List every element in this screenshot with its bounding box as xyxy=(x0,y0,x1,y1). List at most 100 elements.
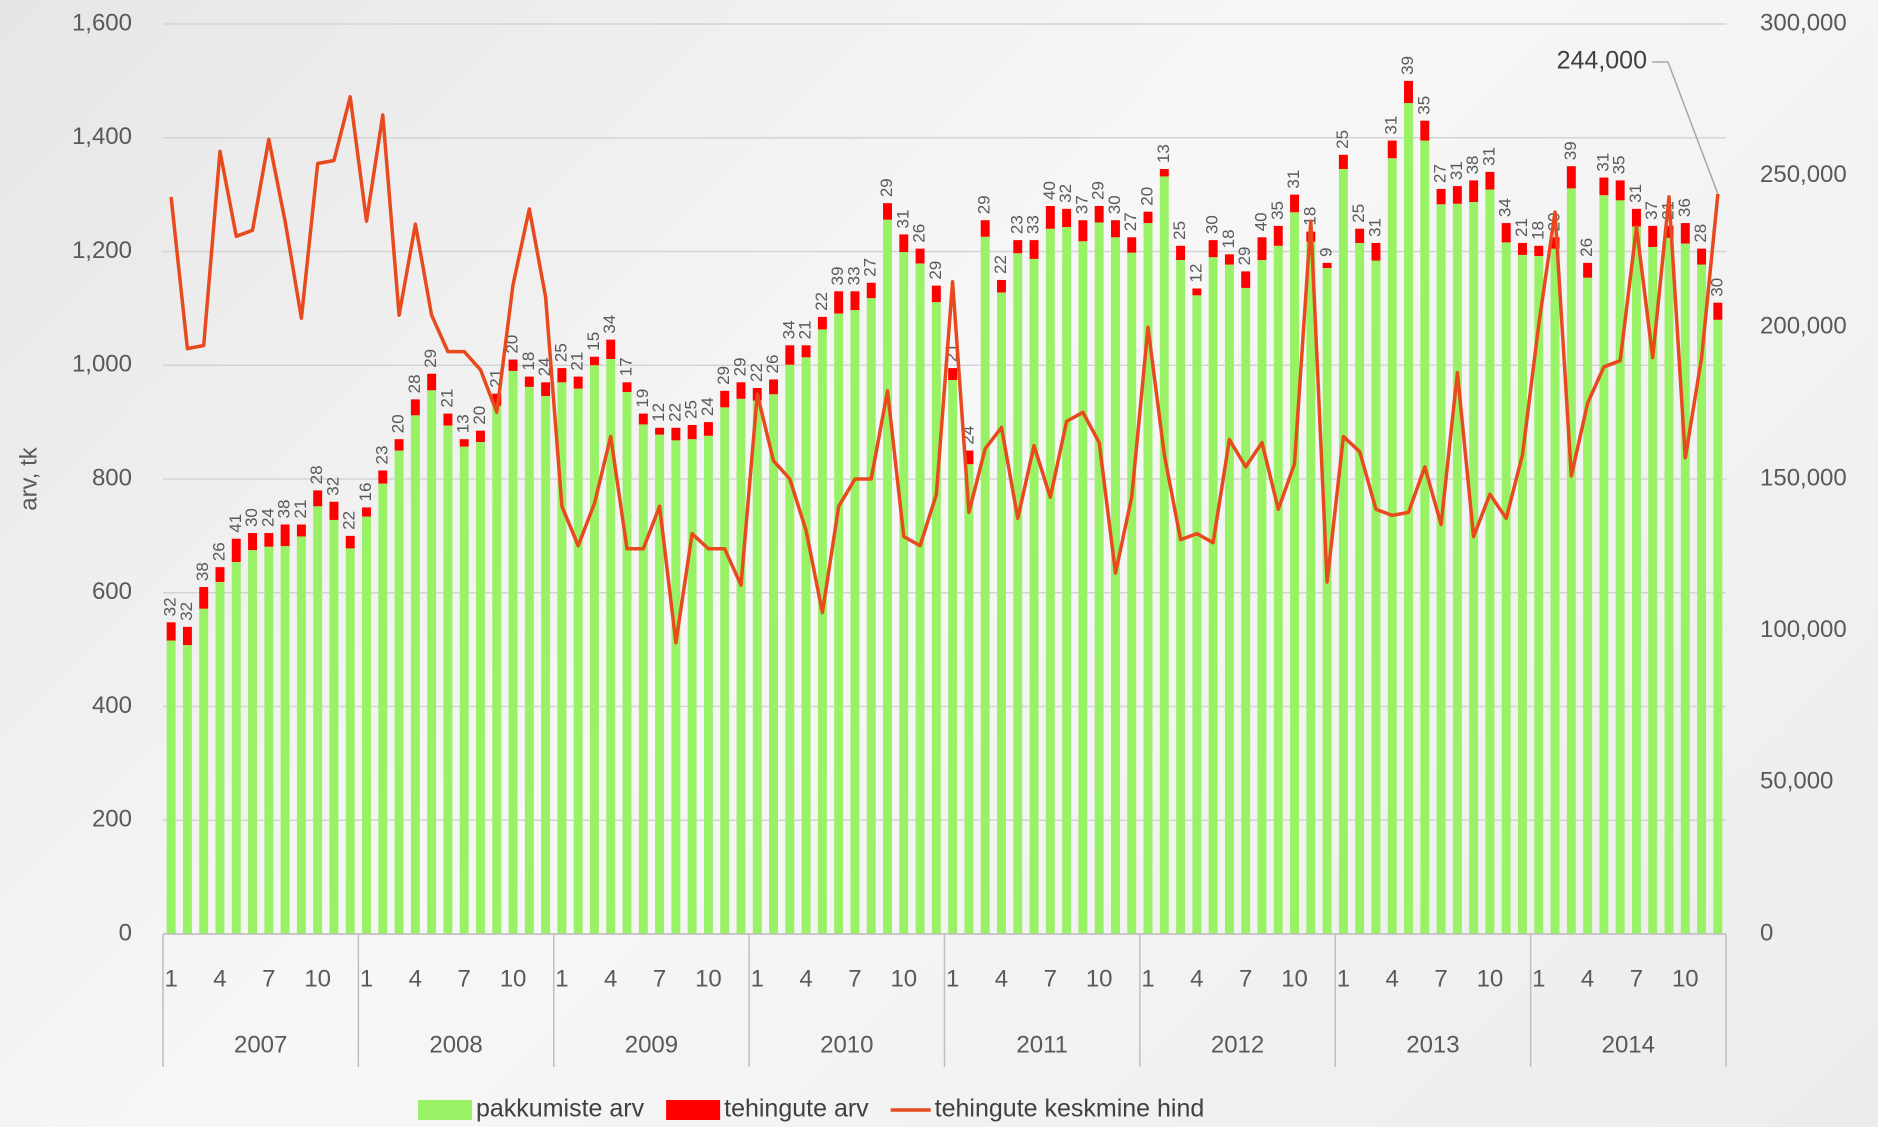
bar-segment xyxy=(1550,237,1560,249)
x-tick-label: 1 xyxy=(1337,965,1350,992)
bar-segment xyxy=(394,450,404,934)
bar-segment xyxy=(606,358,616,934)
x-tick-label: 4 xyxy=(604,965,617,992)
data-label: 28 xyxy=(405,374,424,393)
x-tick-label: 10 xyxy=(695,965,722,992)
bar-segment xyxy=(443,425,453,934)
x-tick-label: 1 xyxy=(946,965,959,992)
bar-segment xyxy=(313,490,323,507)
bar-segment xyxy=(231,538,241,563)
bar-segment xyxy=(1713,302,1723,320)
bar-segment xyxy=(329,501,339,520)
bar-segment xyxy=(557,382,567,934)
data-label: 31 xyxy=(1382,116,1401,135)
bar-segment xyxy=(1615,180,1625,201)
data-label: 18 xyxy=(1300,207,1319,226)
bar-segment xyxy=(1338,154,1348,170)
bar-segment xyxy=(703,422,713,436)
x-tick-label: 4 xyxy=(213,965,226,992)
bar-segment xyxy=(899,234,909,253)
bar-segment xyxy=(1355,228,1365,243)
bar-segment xyxy=(1029,258,1039,934)
data-label: 25 xyxy=(1333,130,1352,149)
y-tick-label: 1,600 xyxy=(72,9,132,36)
x-tick-label: 7 xyxy=(1044,965,1057,992)
bar-segment xyxy=(362,507,371,517)
bar-segment xyxy=(687,439,697,934)
data-label: 41 xyxy=(226,514,245,533)
bar-segment xyxy=(1176,245,1186,261)
bar-segment xyxy=(980,220,990,237)
data-label: 21 xyxy=(796,320,815,339)
data-label: 13 xyxy=(454,414,473,433)
data-label: 35 xyxy=(1414,96,1433,115)
bar-segment xyxy=(931,285,941,303)
bar-segment xyxy=(622,391,632,934)
bar-segment xyxy=(1094,222,1104,934)
data-label: 21 xyxy=(291,500,310,519)
data-label: 37 xyxy=(1072,195,1091,214)
bar-segment xyxy=(541,395,551,934)
data-label: 20 xyxy=(470,406,489,425)
bar-segment xyxy=(1452,186,1462,204)
data-label: 22 xyxy=(747,363,766,382)
data-label: 39 xyxy=(828,266,847,285)
x-tick-label: 1 xyxy=(360,965,373,992)
data-label: 29 xyxy=(714,366,733,385)
data-label: 18 xyxy=(1528,221,1547,240)
data-label: 30 xyxy=(1707,278,1726,297)
bar-segment xyxy=(1566,166,1576,189)
y-tick-label: 800 xyxy=(92,464,132,491)
x-tick-label: 1 xyxy=(1141,965,1154,992)
data-label: 24 xyxy=(258,508,277,527)
data-label: 26 xyxy=(1577,238,1596,257)
data-label: 31 xyxy=(1447,161,1466,180)
bar-segment xyxy=(1648,225,1658,247)
data-label: 34 xyxy=(779,320,798,339)
data-label: 33 xyxy=(844,266,863,285)
data-label: 35 xyxy=(1610,155,1629,174)
bar-segment xyxy=(296,524,306,537)
x-tick-label: 4 xyxy=(1581,965,1594,992)
data-label: 12 xyxy=(1186,264,1205,283)
data-label: 25 xyxy=(1170,221,1189,240)
bar-segment xyxy=(622,382,632,392)
bar-segment xyxy=(524,386,534,934)
bar-segment xyxy=(883,203,892,220)
x-tick-label: 7 xyxy=(262,965,275,992)
data-label: 36 xyxy=(1675,198,1694,217)
bar-segment xyxy=(1257,260,1267,934)
bar-segment xyxy=(589,356,599,366)
bar-segment xyxy=(687,424,697,440)
bar-segment xyxy=(1387,140,1397,159)
bar-segment xyxy=(703,435,713,934)
bar-segment xyxy=(1697,264,1707,934)
data-label: 30 xyxy=(1203,215,1222,234)
bar-segment xyxy=(1631,208,1641,227)
data-label: 31 xyxy=(1479,147,1498,166)
bar-segment xyxy=(817,329,827,934)
bar-segment xyxy=(1143,223,1153,934)
x-tick-label: 1 xyxy=(751,965,764,992)
bar-segment xyxy=(329,519,339,934)
bar-segment xyxy=(948,368,958,381)
bar-segment xyxy=(199,608,209,934)
bar-segment xyxy=(1078,220,1088,242)
data-label: 38 xyxy=(1463,155,1482,174)
data-label: 29 xyxy=(1235,246,1254,265)
bar-segment xyxy=(1094,206,1104,223)
x-tick-label: 1 xyxy=(555,965,568,992)
bar-segment xyxy=(899,252,909,935)
data-label: 32 xyxy=(177,602,196,621)
data-label: 18 xyxy=(519,352,538,371)
data-label: 31 xyxy=(1626,184,1645,203)
bar-segment xyxy=(248,550,258,934)
bar-segment xyxy=(1257,237,1267,261)
bar-segment xyxy=(1469,180,1479,203)
bar-segment xyxy=(997,292,1006,934)
x-tick-label: 4 xyxy=(1386,965,1399,992)
x-group-label: 2010 xyxy=(820,1031,873,1058)
bar-segment xyxy=(1583,277,1593,935)
data-label: 39 xyxy=(1561,141,1580,160)
bar-segment xyxy=(1322,267,1332,934)
